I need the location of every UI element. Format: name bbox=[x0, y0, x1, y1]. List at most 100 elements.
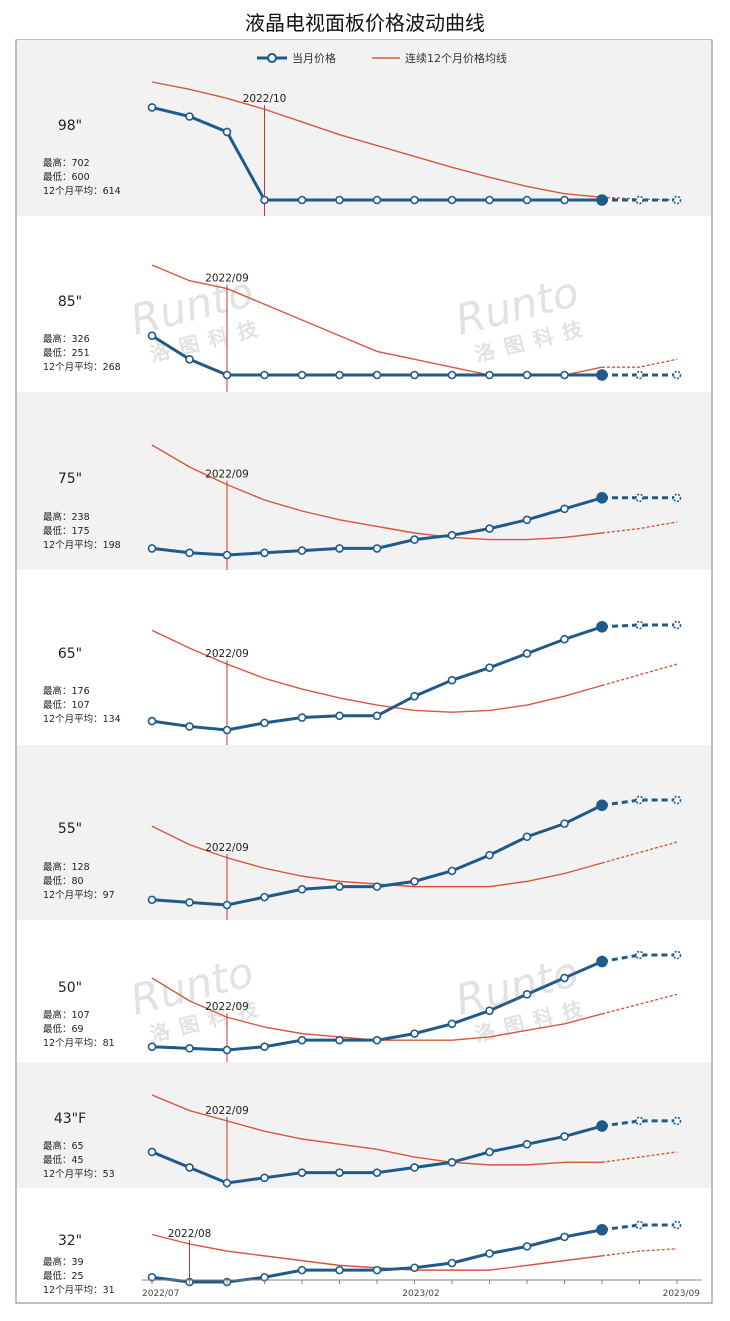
panel-size-label: 98" bbox=[58, 118, 82, 134]
current-point bbox=[335, 1168, 344, 1177]
panel-4: 55" 最高：128 最低：80 12个月平均：97 2022/09 bbox=[17, 745, 711, 920]
panel-avg-label: 12个月平均：31 bbox=[43, 1284, 115, 1296]
current-point bbox=[596, 1120, 608, 1132]
panel-avg-label: 12个月平均：81 bbox=[43, 1037, 115, 1049]
marker-label: 2022/09 bbox=[205, 469, 249, 481]
panel-low-label: 最低：600 bbox=[43, 171, 90, 183]
avg-line bbox=[151, 629, 603, 713]
panel-5: 50" 最高：107 最低：69 12个月平均：81 2022/09 bbox=[43, 950, 682, 1062]
panel-low-label: 最低：251 bbox=[43, 347, 90, 359]
current-point bbox=[185, 548, 194, 558]
current-forecast-line bbox=[601, 798, 677, 807]
current-point bbox=[635, 950, 644, 960]
current-point bbox=[672, 795, 682, 805]
current-point bbox=[260, 548, 269, 558]
current-point bbox=[596, 194, 608, 206]
panel-high-label: 最高：107 bbox=[43, 1009, 90, 1021]
current-point bbox=[147, 895, 157, 905]
current-point bbox=[485, 1147, 494, 1157]
current-point bbox=[635, 1116, 644, 1126]
panel-0: 98" 最高：702 最低：600 12个月平均：614 2022/10 bbox=[17, 40, 711, 216]
panel-size-label: 50" bbox=[58, 980, 82, 996]
avg-forecast-line bbox=[601, 1151, 678, 1163]
current-point bbox=[447, 866, 457, 876]
panel-low-label: 最低：45 bbox=[43, 1154, 84, 1166]
current-point bbox=[522, 515, 532, 525]
current-point bbox=[635, 1220, 644, 1230]
current-point bbox=[560, 504, 569, 514]
panel-6: 43"F 最高：65 最低：45 12个月平均：53 2022/09 bbox=[17, 1062, 711, 1188]
current-point bbox=[335, 544, 344, 553]
panel-size-label: 85" bbox=[58, 294, 82, 310]
current-point bbox=[672, 195, 682, 205]
current-forecast-line bbox=[601, 1119, 677, 1128]
panel-background bbox=[17, 40, 711, 216]
avg-forecast-line bbox=[601, 841, 678, 864]
legend-current-marker bbox=[267, 53, 277, 63]
current-point bbox=[560, 195, 569, 205]
current-point bbox=[260, 892, 269, 902]
avg-forecast-line bbox=[601, 993, 678, 1015]
current-point bbox=[560, 1132, 569, 1141]
current-point bbox=[522, 370, 532, 380]
current-point bbox=[447, 1157, 457, 1167]
current-point bbox=[447, 195, 457, 205]
current-point bbox=[596, 491, 608, 504]
current-point bbox=[260, 195, 269, 205]
panel-background bbox=[17, 745, 711, 920]
current-point bbox=[222, 550, 232, 560]
panel-background bbox=[17, 1062, 711, 1188]
x-axis: 2022/07 2023/02 2023/09 bbox=[142, 1279, 702, 1299]
current-point bbox=[335, 711, 344, 721]
current-point bbox=[596, 1223, 608, 1236]
current-point bbox=[335, 1035, 344, 1045]
current-point bbox=[147, 544, 157, 553]
current-point bbox=[372, 711, 382, 721]
panel-high-label: 最高：702 bbox=[43, 157, 90, 169]
current-point bbox=[522, 832, 532, 842]
marker-label: 2022/09 bbox=[205, 648, 249, 660]
current-point bbox=[635, 195, 644, 205]
current-point bbox=[410, 1163, 419, 1172]
avg-forecast-line bbox=[602, 358, 678, 368]
current-point bbox=[372, 544, 382, 553]
current-point bbox=[635, 493, 644, 503]
legend: 当月价格 连续12个月价格均线 bbox=[257, 51, 507, 65]
current-point bbox=[297, 713, 307, 722]
marker-label: 2022/09 bbox=[205, 273, 249, 285]
current-point bbox=[596, 369, 608, 381]
panel-size-label: 55" bbox=[58, 821, 82, 837]
current-point bbox=[222, 370, 232, 380]
current-point bbox=[297, 546, 307, 555]
current-point bbox=[147, 103, 157, 112]
current-point bbox=[185, 722, 194, 731]
current-forecast-line bbox=[601, 953, 677, 964]
panel-size-label: 75" bbox=[58, 471, 82, 487]
current-point bbox=[335, 370, 344, 380]
current-point bbox=[485, 1006, 494, 1015]
current-point bbox=[672, 1220, 682, 1230]
panel-high-label: 最高：326 bbox=[43, 333, 90, 345]
current-point bbox=[372, 195, 382, 205]
current-point bbox=[672, 1116, 682, 1126]
current-point bbox=[522, 195, 532, 205]
panel-2: 75" 最高：238 最低：175 12个月平均：198 2022/09 bbox=[17, 392, 711, 570]
current-point bbox=[485, 663, 494, 673]
x-label-end: 2023/09 bbox=[663, 1289, 701, 1299]
current-point bbox=[410, 1029, 419, 1038]
panel-low-label: 最低：175 bbox=[43, 525, 90, 537]
current-point bbox=[372, 1168, 382, 1177]
avg-line bbox=[151, 81, 603, 198]
current-point bbox=[372, 370, 382, 380]
current-point bbox=[635, 795, 644, 805]
x-label-mid: 2023/02 bbox=[402, 1289, 439, 1299]
current-point bbox=[372, 1265, 382, 1275]
current-point bbox=[147, 716, 157, 726]
current-point bbox=[635, 620, 644, 630]
current-point bbox=[560, 1232, 569, 1242]
current-point bbox=[147, 1042, 157, 1052]
